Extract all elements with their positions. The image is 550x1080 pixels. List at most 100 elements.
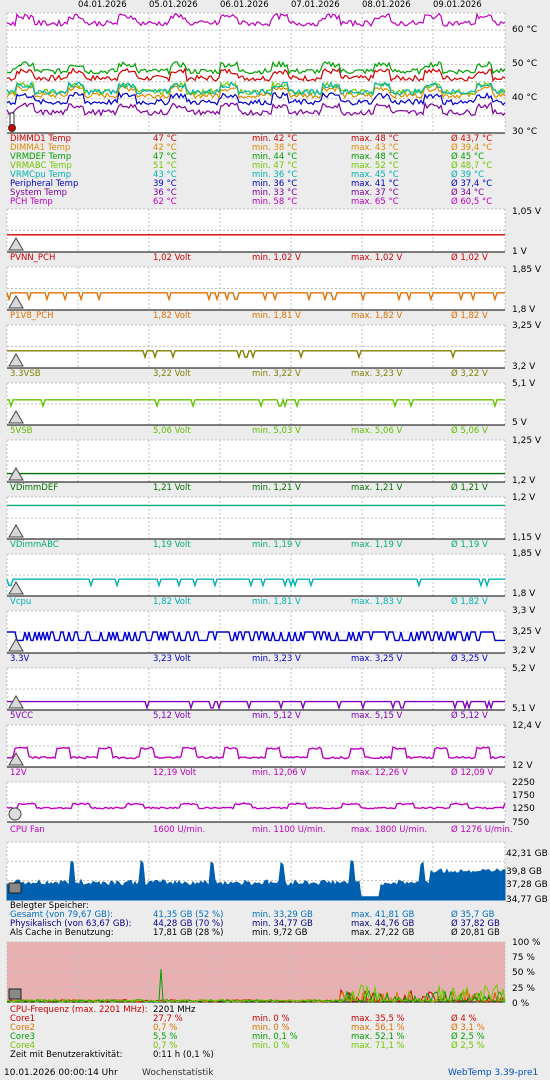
core-max: max. 71,1 % — [351, 1041, 405, 1051]
legend-min: min. 44 °C — [252, 152, 298, 162]
memory-row-avg: Ø 35,7 GB — [451, 910, 495, 920]
panel-current: 12,19 Volt — [153, 768, 197, 778]
legend-avg: Ø 60,5 °C — [451, 197, 493, 207]
y-tick-label: 1,15 V — [512, 533, 542, 543]
legend-min: min. 47 °C — [252, 161, 298, 171]
core-label: Core3 — [10, 1032, 36, 1042]
panel-label: 5VSB — [10, 426, 33, 436]
panel-max: max. 12,26 V — [351, 768, 408, 778]
legend-avg: Ø 39 °C — [451, 170, 485, 180]
panel-min: min. 12,06 V — [252, 768, 307, 778]
memory-row-avg: Ø 20,81 GB — [451, 928, 500, 938]
panel-current: 1,19 Volt — [153, 540, 191, 550]
panel-max: max. 1,21 V — [351, 483, 403, 493]
series-line-vcpu — [6, 576, 505, 588]
panel-max: max. 3,23 V — [351, 369, 403, 379]
panel-min: min. 3,22 V — [252, 369, 301, 379]
memory-row-current: 41,35 GB (52 %) — [153, 910, 224, 920]
warning-icon — [8, 524, 24, 538]
legend-min: min. 58 °C — [252, 197, 298, 207]
panel-label: 12V — [10, 768, 27, 778]
panel-max: max. 3,25 V — [351, 654, 403, 664]
memory-chip-icon — [8, 882, 22, 894]
legend-max: max. 37 °C — [351, 188, 399, 198]
fan-icon — [8, 807, 22, 821]
legend-max: max. 45 °C — [351, 170, 399, 180]
core-min: min. 0 % — [252, 1014, 290, 1024]
panel-label: VDimmDEF — [10, 483, 59, 493]
core-min: min. 0,1 % — [252, 1032, 298, 1042]
y-tick-label: 1 V — [512, 247, 527, 257]
legend-current: 43 °C — [153, 170, 177, 180]
core-avg: Ø 2,5 % — [451, 1041, 485, 1051]
core-min: min. 0 % — [252, 1023, 290, 1033]
series-line-v5vsb — [7, 397, 505, 409]
y-tick-label: 3,25 V — [512, 627, 542, 637]
activity-value: 0:11 h (0,1 %) — [153, 1050, 214, 1060]
footer-period: Wochenstatistik — [142, 1068, 214, 1078]
legend-min: min. 36 °C — [252, 179, 298, 189]
panel-min: min. 1,81 V — [252, 597, 301, 607]
legend-series-name: VRMABC Temp — [10, 161, 72, 171]
panel-avg: Ø 1,21 V — [451, 483, 488, 493]
legend-series-name: Peripheral Temp — [10, 179, 79, 189]
y-tick-label: 50 % — [512, 968, 535, 978]
core-max: max. 52,1 % — [351, 1032, 405, 1042]
warning-icon — [8, 581, 24, 595]
legend-current: 51 °C — [153, 161, 177, 171]
core-label: Core2 — [10, 1023, 36, 1033]
series-line-0 — [6, 66, 506, 83]
y-tick-label: 100 % — [512, 938, 541, 948]
legend-current: 36 °C — [153, 188, 177, 198]
legend-current: 47 °C — [153, 134, 177, 144]
panel-current: 1,82 Volt — [153, 311, 191, 321]
y-tick-label: 5,1 V — [512, 379, 536, 389]
y-tick-label: 3,2 V — [512, 646, 536, 656]
core-avg: Ø 2,5 % — [451, 1032, 485, 1042]
y-tick-label: 1,8 V — [512, 305, 536, 315]
panel-current: 3,22 Volt — [153, 369, 191, 379]
core-label: Core4 — [10, 1041, 36, 1051]
legend-max: max. 48 °C — [351, 152, 399, 162]
warning-icon — [8, 353, 24, 367]
panel-current: 5,06 Volt — [153, 426, 191, 436]
core-min: min. 0 % — [252, 1041, 290, 1051]
legend-max: max. 65 °C — [351, 197, 399, 207]
y-tick-label: 1,85 V — [512, 265, 542, 275]
y-tick-label: 1,2 V — [512, 493, 536, 503]
panel-max: max. 1,02 V — [351, 253, 403, 263]
y-tick-label: 34,77 GB — [506, 895, 548, 905]
legend-min: min. 42 °C — [252, 134, 298, 144]
memory-row-label: Physikalisch (von 63,67 GB): — [10, 919, 132, 929]
core-avg: Ø 3,1 % — [451, 1023, 485, 1033]
panel-max: max. 5,15 V — [351, 711, 403, 721]
core-current: 5,5 % — [153, 1032, 178, 1042]
series-line-v5 — [7, 699, 505, 711]
legend-series-name: System Temp — [10, 188, 68, 198]
y-tick-label: 3,25 V — [512, 321, 542, 331]
panel-avg: Ø 3,25 V — [451, 654, 488, 664]
legend-max: max. 41 °C — [351, 179, 399, 189]
y-tick-label: 50 °C — [512, 59, 538, 69]
legend-avg: Ø 48,7 °C — [451, 161, 493, 171]
warning-icon — [8, 695, 24, 709]
series-line-5 — [6, 90, 506, 106]
panel-min: min. 1,81 V — [252, 311, 301, 321]
panel-label: VDimmABC — [10, 540, 59, 550]
y-tick-label: 1,85 V — [512, 549, 542, 559]
date-label: 07.01.2026 — [291, 0, 340, 10]
y-tick-label: 75 % — [512, 953, 535, 963]
y-tick-label: 750 — [512, 818, 530, 828]
panel-max: max. 5,06 V — [351, 426, 403, 436]
legend-min: min. 38 °C — [252, 143, 298, 153]
legend-series-name: VRMDEF Temp — [10, 152, 72, 162]
series-line-v12 — [6, 746, 506, 760]
date-label: 05.01.2026 — [149, 0, 198, 10]
panel-label: PVNN_PCH — [10, 253, 56, 263]
panel-avg: Ø 5,12 V — [451, 711, 488, 721]
y-tick-label: 5 V — [512, 418, 527, 428]
warning-icon — [8, 638, 24, 652]
y-tick-label: 1,2 V — [512, 476, 536, 486]
activity-label: Zeit mit Benutzeraktivität: — [10, 1050, 123, 1060]
